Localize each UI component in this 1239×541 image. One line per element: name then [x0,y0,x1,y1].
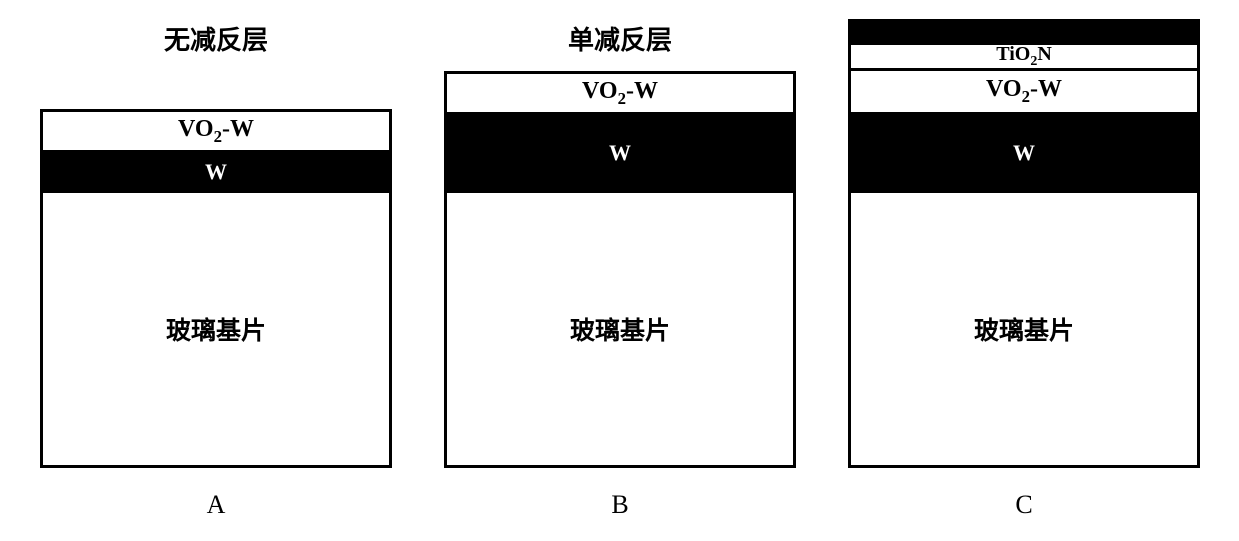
layer-w_thick: W [848,115,1200,193]
layer-label: VO2-W [178,116,254,147]
stack-c: 玻璃基片 W VO2-W TiO2N [848,19,1200,468]
stack-b: 玻璃基片 W VO2-W [444,71,796,468]
layer-vo2w: VO2-W [40,109,392,153]
layer-label: VO2-W [582,78,658,109]
layer-tio2n_black [848,19,1200,45]
layer-vo2w: VO2-W [848,71,1200,115]
layer-label: W [205,159,227,185]
layer-vo2w: VO2-W [444,71,796,115]
layer-substrate: 玻璃基片 [444,193,796,468]
layer-tio2n_white: TiO2N [848,45,1200,71]
layer-substrate: 玻璃基片 [848,193,1200,468]
stack-a: 玻璃基片 W VO2-W [40,109,392,468]
layer-label: 玻璃基片 [974,311,1074,347]
caption-b: B [611,490,628,520]
caption-c: C [1015,490,1032,520]
layer-label: TiO2N [996,43,1052,70]
layer-label: VO2-W [986,76,1062,107]
title-b: 单减反层 [568,20,672,57]
caption-a: A [207,490,226,520]
layer-label: W [609,140,631,166]
layer-label: 玻璃基片 [570,311,670,347]
title-a: 无减反层 [164,20,268,57]
layer-w_thick: W [444,115,796,193]
layer-label: W [1013,140,1035,166]
layer-w: W [40,153,392,193]
layer-label: 玻璃基片 [166,311,266,347]
layer-substrate: 玻璃基片 [40,193,392,468]
